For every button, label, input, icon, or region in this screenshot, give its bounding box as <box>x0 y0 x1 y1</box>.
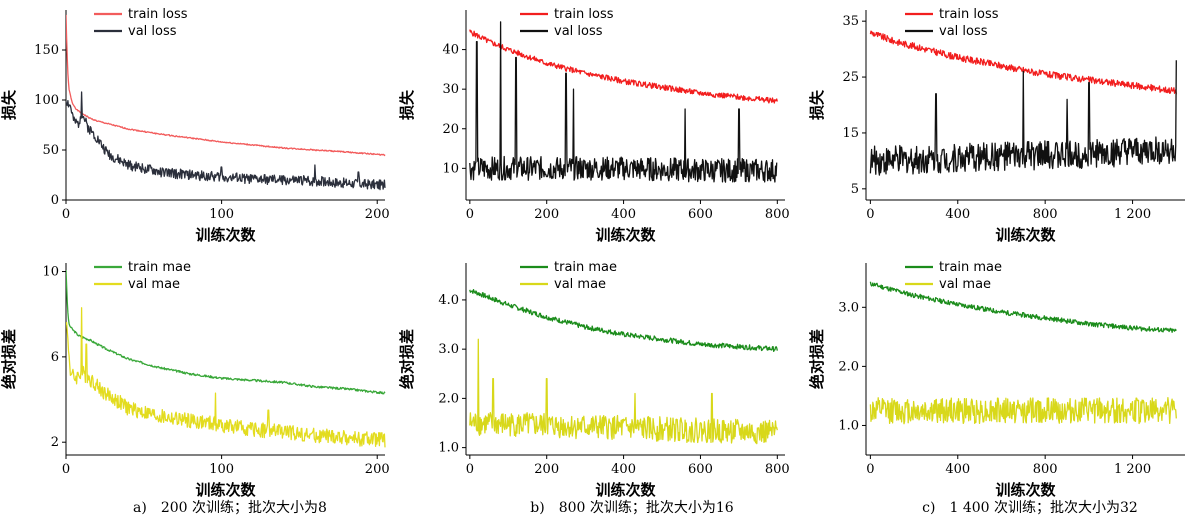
chart-panel-a-top: 0 100 200 0 50 100 150 训练次数 损失 train loss val loss <box>0 7 390 244</box>
series-line-train-mae <box>869 281 1177 333</box>
x-tick-label: 400 <box>611 462 636 477</box>
series-line-train-loss <box>66 14 386 157</box>
series-line-train-loss <box>469 29 778 104</box>
y-axis-label: 损失 <box>398 89 416 120</box>
x-tick-label: 200 <box>365 462 390 477</box>
x-axis-label: 训练次数 <box>595 226 656 244</box>
y-tick-label: 2.0 <box>438 391 459 406</box>
y-tick-label: 50 <box>42 143 59 158</box>
y-tick-label: 20 <box>442 122 459 137</box>
chart-panel-a-bottom: 0 100 200 2 6 10 训练次数 绝对损差 train mae val mae <box>0 260 390 499</box>
x-tick-label: 100 <box>209 462 234 477</box>
x-axis-label: 训练次数 <box>195 481 256 499</box>
y-tick-label: 15 <box>842 126 859 141</box>
y-tick-label: 150 <box>34 43 59 58</box>
y-axis-label: 绝对损差 <box>0 329 18 389</box>
x-tick-label: 1 200 <box>1114 462 1151 477</box>
y-tick-label: 3.0 <box>838 300 859 315</box>
x-axis-label: 训练次数 <box>995 481 1056 499</box>
legend-label: val loss <box>939 24 988 39</box>
x-tick-label: 800 <box>765 207 790 222</box>
legend-label: train mae <box>128 260 191 275</box>
series-line-train-mae <box>469 288 778 353</box>
x-tick-label: 800 <box>765 462 790 477</box>
y-tick-label: 2.0 <box>838 359 859 374</box>
legend-label: train loss <box>939 7 999 22</box>
x-tick-label: 0 <box>466 462 474 477</box>
x-axis-label: 训练次数 <box>195 226 256 244</box>
series-line-val-loss <box>869 60 1177 176</box>
x-tick-label: 0 <box>62 207 70 222</box>
y-tick-label: 6 <box>51 350 59 365</box>
y-axis-label: 损失 <box>0 89 18 120</box>
legend-label: train loss <box>128 7 188 22</box>
chart-panel-c-top: 0 400 800 1 200 5 15 25 35 训练次数 损失 train loss val l… <box>808 7 1185 244</box>
y-tick-label: 10 <box>442 161 459 176</box>
series-line-val-mae <box>869 397 1177 425</box>
x-tick-label: 0 <box>62 462 70 477</box>
caption-c: c) 1 400 次训练；批次大小为32 <box>922 500 1138 516</box>
legend-label: train loss <box>554 7 614 22</box>
x-tick-label: 400 <box>945 462 970 477</box>
legend-label: train mae <box>939 260 1002 275</box>
y-axis-label: 损失 <box>808 89 826 120</box>
x-tick-label: 600 <box>688 207 713 222</box>
y-tick-label: 1.0 <box>838 418 859 433</box>
y-tick-label: 25 <box>842 70 859 85</box>
y-axis-label: 绝对损差 <box>808 329 826 389</box>
caption-a: a) 200 次训练；批次大小为8 <box>133 500 327 516</box>
series-line-val-mae <box>66 307 386 448</box>
y-tick-label: 10 <box>42 265 59 280</box>
legend-label: val mae <box>554 277 606 292</box>
x-tick-label: 200 <box>534 207 559 222</box>
y-tick-label: 100 <box>34 93 59 108</box>
x-axis-label: 训练次数 <box>995 226 1056 244</box>
x-tick-label: 400 <box>945 207 970 222</box>
x-tick-label: 600 <box>688 462 713 477</box>
x-tick-label: 800 <box>1033 462 1058 477</box>
legend-label: val mae <box>939 277 991 292</box>
x-tick-label: 800 <box>1033 207 1058 222</box>
x-tick-label: 1 200 <box>1114 207 1151 222</box>
y-tick-label: 2 <box>51 435 59 450</box>
series-line-val-loss <box>66 91 386 191</box>
series-line-val-mae <box>469 338 778 445</box>
legend-label: train mae <box>554 260 617 275</box>
y-tick-label: 0 <box>51 193 59 208</box>
series-line-train-mae <box>66 269 386 395</box>
y-tick-label: 40 <box>442 43 459 58</box>
x-tick-label: 0 <box>866 462 874 477</box>
chart-panel-b-bottom: 0 200 400 600 800 1.0 2.0 3.0 4.0 训练次数 绝对损差 train m… <box>398 260 790 499</box>
legend-label: val mae <box>128 277 180 292</box>
caption-b: b) 800 次训练；批次大小为16 <box>530 500 734 516</box>
x-tick-label: 200 <box>534 462 559 477</box>
legend-label: val loss <box>554 24 603 39</box>
chart-panel-b-top: 0 200 400 600 800 10 20 30 40 训练次数 损失 train loss val… <box>398 7 790 244</box>
x-tick-label: 0 <box>866 207 874 222</box>
legend-label: val loss <box>128 24 177 39</box>
x-tick-label: 400 <box>611 207 636 222</box>
series-line-train-loss <box>869 30 1177 95</box>
x-axis-label: 训练次数 <box>595 481 656 499</box>
y-tick-label: 5 <box>851 182 859 197</box>
y-tick-label: 3.0 <box>438 342 459 357</box>
y-tick-label: 35 <box>842 14 859 29</box>
y-axis-label: 绝对损差 <box>398 329 416 389</box>
y-tick-label: 4.0 <box>438 293 459 308</box>
x-tick-label: 0 <box>466 207 474 222</box>
x-tick-label: 100 <box>209 207 234 222</box>
y-tick-label: 30 <box>442 82 459 97</box>
series-line-val-loss <box>469 21 778 183</box>
y-tick-label: 1.0 <box>438 441 459 456</box>
x-tick-label: 200 <box>365 207 390 222</box>
chart-panel-c-bottom: 0 400 800 1 200 1.0 2.0 3.0 训练次数 绝对损差 train mae va… <box>808 260 1185 499</box>
